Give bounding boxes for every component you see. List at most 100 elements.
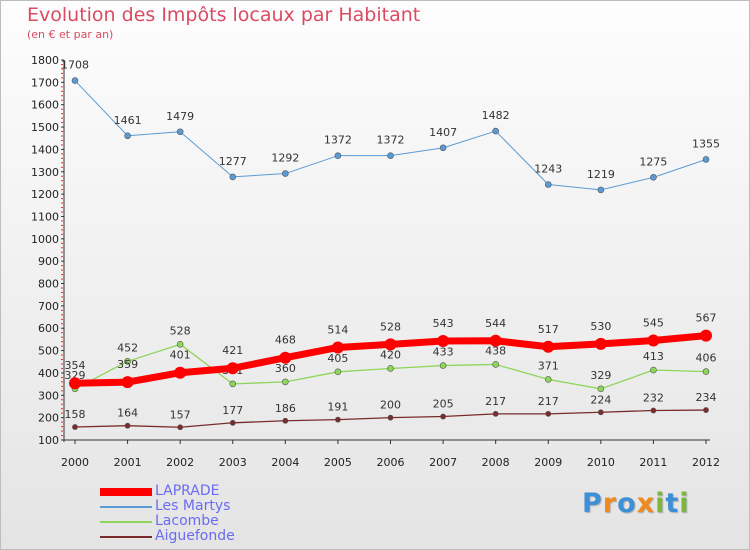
data-label: 413 bbox=[643, 350, 664, 363]
data-point bbox=[71, 77, 79, 84]
data-label: 433 bbox=[433, 346, 454, 359]
data-label: 438 bbox=[485, 344, 506, 357]
data-point bbox=[702, 156, 710, 163]
data-point bbox=[69, 377, 81, 390]
data-label: 1372 bbox=[377, 134, 405, 147]
data-point bbox=[335, 416, 341, 423]
data-point bbox=[439, 144, 447, 152]
data-point bbox=[542, 340, 555, 353]
data-point bbox=[489, 334, 502, 347]
data-label: 164 bbox=[117, 407, 138, 420]
data-label: 329 bbox=[590, 369, 611, 382]
data-point bbox=[492, 361, 499, 368]
data-label: 200 bbox=[380, 399, 401, 412]
data-label: 1219 bbox=[587, 168, 615, 181]
data-label: 232 bbox=[643, 391, 664, 404]
y-tick-label: 1300 bbox=[31, 166, 59, 179]
y-tick-label: 1400 bbox=[31, 143, 59, 156]
data-label: 514 bbox=[327, 323, 348, 336]
data-label: 452 bbox=[117, 341, 138, 354]
data-label: 545 bbox=[643, 317, 664, 330]
legend-label: LAPRADE bbox=[155, 483, 220, 499]
data-label: 1292 bbox=[271, 152, 299, 165]
data-point bbox=[650, 407, 657, 414]
y-tick-label: 900 bbox=[38, 255, 59, 268]
data-label: 1277 bbox=[219, 155, 247, 168]
data-point bbox=[282, 378, 289, 386]
data-label: 468 bbox=[275, 334, 296, 347]
x-tick-label: 2001 bbox=[114, 456, 142, 469]
data-point bbox=[647, 334, 660, 347]
y-tick-label: 1500 bbox=[31, 121, 59, 134]
y-tick-label: 1600 bbox=[31, 99, 59, 112]
data-label: 1275 bbox=[639, 155, 667, 168]
x-tick-label: 2008 bbox=[482, 456, 510, 469]
y-tick-label: 1200 bbox=[31, 188, 59, 201]
logo-letter: P bbox=[582, 488, 603, 519]
data-point bbox=[492, 127, 499, 135]
x-tick-label: 2003 bbox=[219, 456, 247, 469]
y-tick-label: 600 bbox=[38, 322, 59, 335]
data-point bbox=[703, 407, 709, 413]
data-label: 360 bbox=[275, 362, 296, 375]
data-point bbox=[282, 170, 289, 177]
data-label: 177 bbox=[222, 404, 243, 417]
data-label: 421 bbox=[222, 344, 243, 357]
data-label: 224 bbox=[590, 393, 611, 406]
data-point bbox=[597, 409, 604, 416]
data-point bbox=[177, 424, 184, 431]
x-tick-label: 2004 bbox=[271, 456, 299, 469]
data-point bbox=[229, 173, 237, 181]
y-tick-label: 1100 bbox=[31, 210, 59, 223]
data-label: 406 bbox=[696, 352, 717, 365]
data-point bbox=[594, 337, 607, 350]
data-label: 234 bbox=[696, 391, 717, 404]
data-label: 371 bbox=[538, 359, 559, 372]
data-point bbox=[545, 410, 552, 417]
logo-letter: i bbox=[679, 488, 690, 519]
data-label: 530 bbox=[590, 320, 611, 333]
data-point bbox=[700, 329, 712, 342]
data-point bbox=[492, 410, 499, 417]
data-point bbox=[650, 174, 657, 181]
legend-swatch bbox=[100, 488, 152, 496]
proxiti-logo: Proxiti bbox=[582, 488, 690, 519]
chart-subtitle: (en € et par an) bbox=[27, 28, 114, 41]
x-tick-label: 2010 bbox=[587, 456, 615, 469]
legend-swatch bbox=[100, 536, 152, 538]
data-point bbox=[124, 358, 131, 365]
data-point bbox=[597, 385, 605, 393]
data-label: 359 bbox=[117, 358, 138, 371]
data-label: 405 bbox=[327, 352, 348, 365]
y-tick-label: 200 bbox=[38, 412, 59, 425]
data-point bbox=[279, 351, 292, 364]
y-tick-label: 1700 bbox=[31, 76, 59, 89]
y-tick-label: 100 bbox=[38, 434, 59, 447]
data-label: 354 bbox=[65, 359, 86, 372]
data-point bbox=[174, 366, 187, 379]
data-label: 567 bbox=[696, 312, 717, 325]
data-point bbox=[384, 338, 397, 351]
data-label: 217 bbox=[538, 395, 559, 408]
data-label: 543 bbox=[433, 317, 454, 330]
data-point bbox=[440, 413, 446, 420]
data-point bbox=[334, 152, 342, 159]
data-point bbox=[282, 417, 289, 424]
data-point bbox=[176, 341, 184, 348]
data-label: 1461 bbox=[114, 114, 142, 127]
y-tick-label: 500 bbox=[38, 345, 59, 358]
data-point bbox=[387, 152, 394, 159]
data-label: 1407 bbox=[429, 126, 457, 139]
logo-letter: r bbox=[602, 488, 618, 519]
legend-swatch bbox=[100, 521, 152, 523]
y-tick-label: 1000 bbox=[31, 233, 59, 246]
data-point bbox=[121, 376, 134, 389]
data-label: 158 bbox=[65, 408, 86, 421]
y-tick-label: 400 bbox=[38, 367, 59, 380]
data-point bbox=[229, 380, 237, 388]
data-label: 217 bbox=[485, 395, 506, 408]
x-tick-label: 2009 bbox=[534, 456, 562, 469]
x-tick-label: 2000 bbox=[61, 456, 89, 469]
